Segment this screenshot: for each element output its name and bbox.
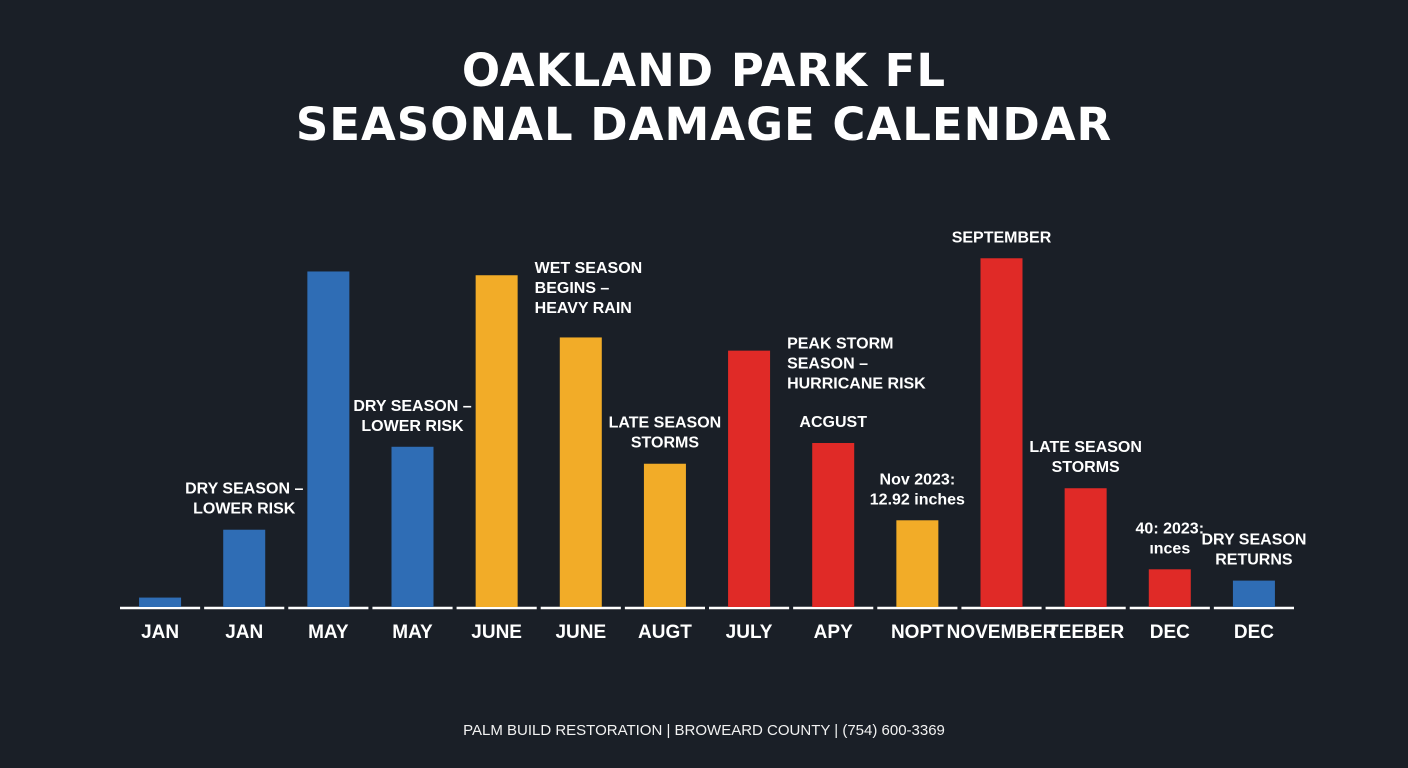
annotation-line: BEGINS – (535, 280, 610, 297)
annotation-line: LATE SEASON (1029, 439, 1142, 456)
category-label: JUNE (555, 622, 606, 643)
annotation-line: LOWER RISK (361, 418, 464, 435)
annotation-line: 12.92 inches (870, 491, 965, 508)
category-label: APY (814, 622, 853, 643)
data-annotation: LATE SEASON STORMS (1029, 439, 1142, 476)
bar (391, 446, 434, 607)
annotation-line: PEAK STORM (787, 336, 893, 353)
annotation-line: SEASON – (787, 356, 868, 373)
annotation-line: WET SEASON (535, 260, 643, 277)
data-annotation: WET SEASON BEGINS – HEAVY RAIN (535, 260, 643, 317)
bar (223, 529, 266, 607)
annotation-line: ACGUST (799, 414, 867, 431)
category-label: DEC (1234, 622, 1274, 643)
bar (728, 350, 771, 607)
bar (1064, 488, 1107, 607)
data-annotation: ACGUST (799, 414, 867, 431)
category-label: JUNE (471, 622, 522, 643)
category-label: TEEBER (1047, 622, 1124, 643)
category-label: JULY (726, 622, 773, 643)
bar (980, 258, 1023, 607)
chart-title-line-2: SEASONAL DAMAGE CALENDAR (295, 98, 1113, 151)
bar (1148, 569, 1191, 607)
category-label: AUGT (638, 622, 692, 643)
annotation-line: STORMS (631, 435, 699, 452)
category-label: MAY (392, 622, 433, 643)
annotation-line: DRY SEASON – (185, 481, 303, 498)
annotation-line: ınces (1149, 540, 1190, 557)
annotation-line: LATE SEASON (609, 415, 722, 432)
annotation-line: STORMS (1052, 459, 1120, 476)
annotation-line: DRY SEASON – (353, 398, 471, 415)
annotation-line: Nov 2023: (880, 471, 956, 488)
bar (307, 271, 350, 607)
annotation-line: SEPTEMBER (952, 229, 1052, 246)
data-annotation: LATE SEASON STORMS (609, 415, 722, 452)
footer-text: PALM BUILD RESTORATION | BROWEARD COUNTY… (463, 722, 945, 739)
category-label: NOVEMBER (947, 622, 1057, 643)
data-annotation: PEAK STORM SEASON – HURRICANE RISK (787, 336, 926, 393)
annotation-line: HEAVY RAIN (535, 300, 632, 317)
bar (812, 443, 855, 607)
bar (1232, 580, 1275, 607)
category-label: JAN (225, 622, 263, 643)
bar (139, 597, 182, 607)
annotation-line: RETURNS (1215, 552, 1293, 569)
category-label: MAY (308, 622, 349, 643)
chart-title: OAKLAND PARK FL SEASONAL DAMAGE CALENDAR (0, 44, 1408, 152)
category-label: JAN (141, 622, 179, 643)
annotation-line: HURRICANE RISK (787, 376, 926, 393)
bar (643, 463, 686, 607)
data-annotation: 40: 2023: ınces (1136, 520, 1205, 557)
annotation-line: DRY SEASON (1201, 532, 1306, 549)
bar (896, 520, 939, 607)
data-annotation: Nov 2023: 12.92 inches (870, 471, 965, 508)
data-annotation: DRY SEASON – LOWER RISK (353, 398, 471, 435)
bar (559, 337, 602, 607)
bar (475, 275, 518, 607)
data-annotation: DRY SEASON – LOWER RISK (185, 481, 303, 518)
data-annotation: DRY SEASON RETURNS (1201, 532, 1306, 569)
annotation-line: LOWER RISK (193, 501, 296, 518)
data-annotation: SEPTEMBER (952, 229, 1052, 246)
annotation-line: 40: 2023: (1136, 520, 1205, 537)
chart-title-line-1: OAKLAND PARK FL (461, 44, 947, 97)
category-label: NOPT (891, 622, 944, 643)
category-label: DEC (1150, 622, 1190, 643)
